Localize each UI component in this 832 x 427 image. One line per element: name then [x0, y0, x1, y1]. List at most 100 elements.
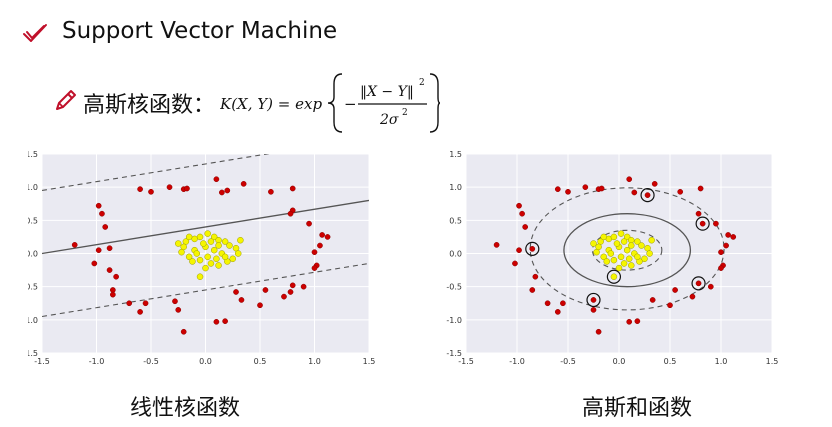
linear-point-red — [287, 210, 294, 217]
linear-x-tick-label: -0.5 — [143, 357, 159, 366]
gaussian-point-yellow — [603, 258, 611, 265]
linear-point-yellow — [226, 242, 233, 249]
linear-point-red — [240, 181, 247, 187]
linear-point-red — [317, 242, 323, 249]
right-brace — [429, 73, 440, 133]
gaussian-y-tick-label: -1.0 — [446, 316, 462, 325]
linear-x-tick-label: 0.0 — [199, 357, 212, 366]
gaussian-point-red — [544, 300, 551, 307]
linear-point-yellow — [193, 250, 201, 257]
linear-point-yellow — [237, 236, 244, 244]
linear-point-red — [319, 232, 325, 238]
formula-label: 高斯核函数： — [83, 93, 216, 118]
linear-point-red — [166, 184, 173, 191]
linear-x-tick-label: 0.5 — [254, 357, 267, 366]
caption-linear-kernel: 线性核函数 — [130, 396, 241, 421]
linear-point-red — [95, 247, 102, 254]
gaussian-point-yellow — [634, 253, 641, 261]
gaussian-point-red — [695, 210, 702, 217]
linear-x-tick-label: -1.0 — [89, 357, 105, 366]
linear-point-red — [262, 287, 269, 293]
linear-point-red — [233, 289, 239, 295]
linear-decision-boundary — [42, 199, 369, 255]
gaussian-point-red — [516, 247, 522, 254]
pencil-icon — [56, 90, 76, 110]
gaussian-margin-contour — [591, 229, 663, 271]
linear-x-tick-label: 1.0 — [308, 357, 321, 366]
slide-title: Support Vector Machine — [62, 18, 338, 44]
gaussian-point-red — [626, 176, 633, 183]
linear-point-yellow — [196, 256, 204, 264]
linear-point-red — [213, 318, 220, 325]
gaussian-point-yellow — [590, 240, 597, 247]
gaussian-point-yellow — [595, 243, 602, 251]
gaussian-point-red — [516, 202, 522, 209]
linear-y-tick-label: -1.0 — [28, 316, 38, 325]
linear-point-red — [281, 293, 287, 300]
linear-point-red — [238, 297, 245, 303]
gaussian-point-red — [529, 246, 536, 252]
gaussian-x-tick-label: 0.5 — [664, 357, 677, 366]
gaussian-point-red — [493, 242, 500, 248]
linear-point-red — [91, 260, 98, 267]
gaussian-point-red — [677, 188, 684, 195]
linear-point-yellow — [204, 230, 211, 237]
gaussian-point-red — [560, 300, 566, 307]
linear-point-red — [324, 234, 331, 240]
gaussian-point-red — [723, 242, 729, 249]
gaussian-x-tick-label: 0.0 — [613, 357, 626, 366]
linear-point-red — [148, 188, 154, 195]
gaussian-point-yellow — [610, 273, 618, 280]
linear-point-yellow — [185, 253, 193, 261]
gaussian-point-red — [595, 328, 602, 335]
gaussian-point-red — [582, 184, 589, 191]
linear-point-yellow — [207, 260, 215, 267]
gaussian-point-red — [672, 287, 678, 293]
gaussian-point-red — [529, 287, 536, 293]
linear-point-red — [137, 309, 143, 315]
linear-y-tick-label: 0.0 — [28, 250, 38, 259]
gaussian-point-yellow — [613, 240, 621, 247]
gaussian-x-tick-label: -0.5 — [560, 357, 576, 366]
formula-lhs: K(X, Y) = exp — [220, 95, 322, 113]
linear-plot-content — [42, 154, 369, 353]
gaussian-point-yellow — [610, 256, 618, 264]
gaussian-support-vector-ring — [695, 216, 710, 231]
linear-point-yellow — [200, 240, 207, 247]
linear-point-yellow — [180, 243, 187, 251]
gaussian-point-yellow — [615, 264, 623, 272]
gaussian-point-red — [512, 260, 518, 267]
linear-point-red — [222, 318, 228, 325]
linear-point-yellow — [213, 255, 220, 263]
linear-y-tick-label: 1.0 — [28, 183, 38, 192]
linear-kernel-plot: -1.5 -1.0 -0.5 0.0 0.5 1.0 1.5 1.5 1.0 0.5 0.0 -0.5… — [28, 150, 375, 366]
gaussian-point-yellow — [607, 250, 615, 257]
caption-gaussian-kernel: 高斯和函数 — [582, 396, 693, 421]
linear-margin-line — [42, 154, 271, 192]
gaussian-point-red — [730, 234, 737, 240]
linear-margin-line — [42, 262, 369, 318]
gaussian-kernel-plot: -1.5 -1.0 -0.5 0.0 0.5 1.0 1.5 1.5 1.0 0.5 0.0 -0.5… — [446, 150, 778, 366]
linear-point-red — [110, 291, 116, 298]
linear-point-red — [268, 188, 274, 195]
linear-y-tick-label: -0.5 — [28, 283, 38, 292]
gaussian-point-yellow — [600, 233, 607, 241]
gaussian-point-red — [644, 192, 651, 198]
linear-point-red — [287, 289, 294, 295]
linear-point-yellow — [210, 233, 218, 241]
gaussian-point-red — [554, 186, 561, 193]
gaussian-point-yellow — [600, 253, 607, 261]
gaussian-point-red — [697, 185, 704, 192]
linear-point-red — [257, 302, 263, 309]
linear-point-red — [106, 245, 113, 252]
gaussian-point-red — [532, 273, 539, 280]
gaussian-point-red — [554, 309, 561, 315]
gaussian-point-yellow — [634, 238, 641, 245]
gaussian-support-vector-ring — [691, 276, 706, 291]
gaussian-point-red — [565, 188, 571, 195]
linear-point-yellow — [196, 273, 204, 280]
formula-denominator-exponent: 2 — [402, 108, 408, 118]
linear-point-yellow — [175, 240, 182, 247]
gaussian-point-yellow — [620, 238, 628, 245]
linear-point-yellow — [221, 253, 229, 261]
